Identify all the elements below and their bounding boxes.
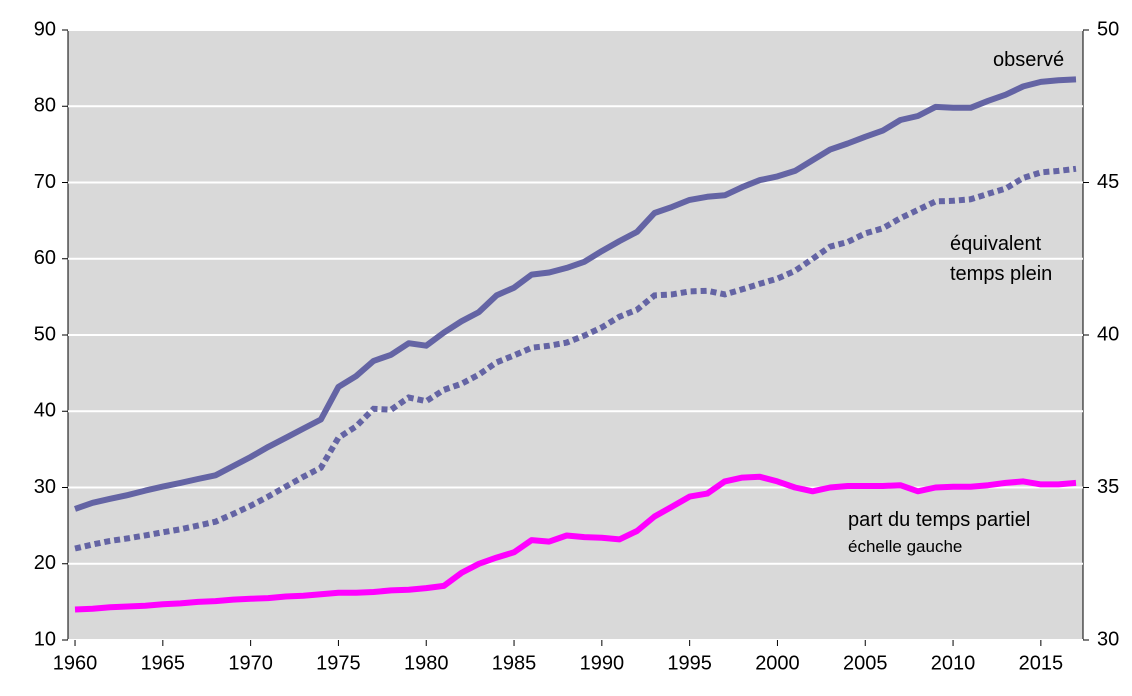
y-tick-label: 70 (34, 171, 56, 193)
y-tick-label: 40 (34, 400, 56, 422)
y2-tick-label: 35 (1097, 476, 1119, 498)
x-tick-label: 2005 (843, 652, 888, 674)
x-tick-label: 1985 (492, 652, 537, 674)
x-tick-label: 1970 (228, 652, 273, 674)
series-label: équivalent temps plein (950, 233, 1053, 285)
y-tick-label: 50 (34, 323, 56, 345)
series-line (74, 165, 1077, 552)
y-tick-label: 30 (34, 476, 56, 498)
series-label: observé (993, 49, 1065, 71)
x-tick-label: 1995 (667, 652, 712, 674)
x-tick-label: 1980 (404, 652, 449, 674)
x-tick-label: 1975 (316, 652, 361, 674)
series-line (74, 473, 1077, 613)
y2-tick-label: 40 (1097, 323, 1119, 345)
series-label: part du temps partiel (848, 509, 1031, 531)
y-tick-label: 80 (34, 95, 56, 117)
series-line (74, 76, 1077, 512)
y-tick-label: 20 (34, 552, 56, 574)
x-tick-label: 1960 (53, 652, 98, 674)
x-tick-label: 2015 (1019, 652, 1064, 674)
y-tick-label: 90 (34, 18, 56, 40)
y2-tick-label: 30 (1097, 628, 1119, 650)
x-tick-label: 2010 (931, 652, 976, 674)
x-tick-label: 2000 (755, 652, 800, 674)
x-tick-label: 1990 (580, 652, 625, 674)
y2-tick-label: 50 (1097, 18, 1119, 40)
y-tick-label: 10 (34, 628, 56, 650)
x-tick-label: 1965 (141, 652, 186, 674)
annotation: échelle gauche (848, 537, 963, 556)
y2-tick-label: 45 (1097, 171, 1119, 193)
y-tick-label: 60 (34, 247, 56, 269)
